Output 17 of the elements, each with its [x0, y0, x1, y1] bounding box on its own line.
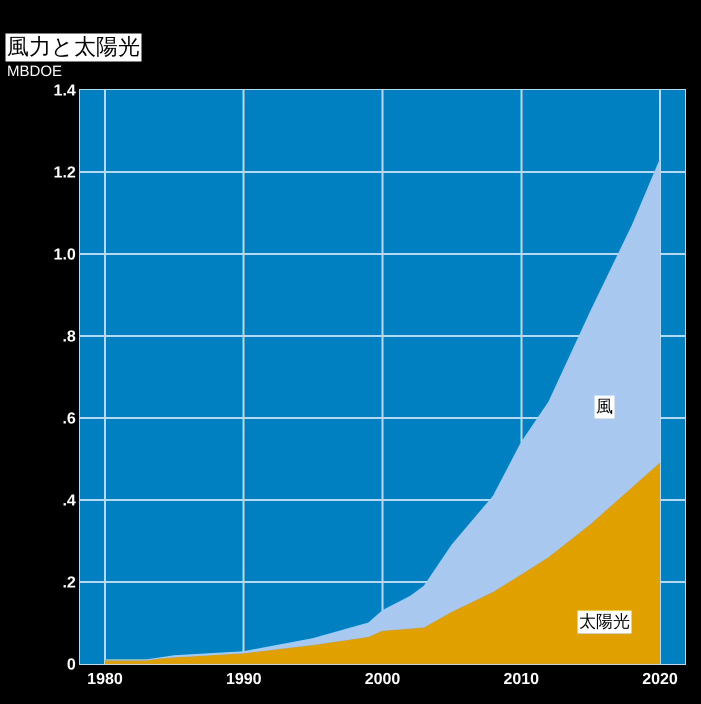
x-tick-label: 1990 — [226, 671, 262, 688]
y-tick-label: .8 — [62, 328, 76, 346]
y-tick-label: .6 — [62, 410, 76, 428]
x-tick-label: 2010 — [503, 671, 540, 688]
y-axis-title: MBDOE — [7, 63, 62, 80]
y-tick-label: 1.2 — [54, 164, 76, 182]
y-tick-label: 1.4 — [54, 82, 76, 100]
chart-title: 風力と太陽光 — [7, 35, 140, 60]
y-tick-label: .2 — [62, 574, 76, 592]
x-tick-label: 1980 — [87, 671, 123, 688]
y-tick-label: 1.0 — [54, 246, 76, 264]
series-label: 風 — [596, 397, 613, 417]
y-tick-label: .4 — [62, 492, 76, 510]
x-tick-label: 2000 — [364, 671, 400, 688]
x-tick-label: 2020 — [642, 671, 678, 688]
series-label: 太陽光 — [579, 612, 630, 632]
y-tick-label: 0 — [66, 656, 76, 674]
